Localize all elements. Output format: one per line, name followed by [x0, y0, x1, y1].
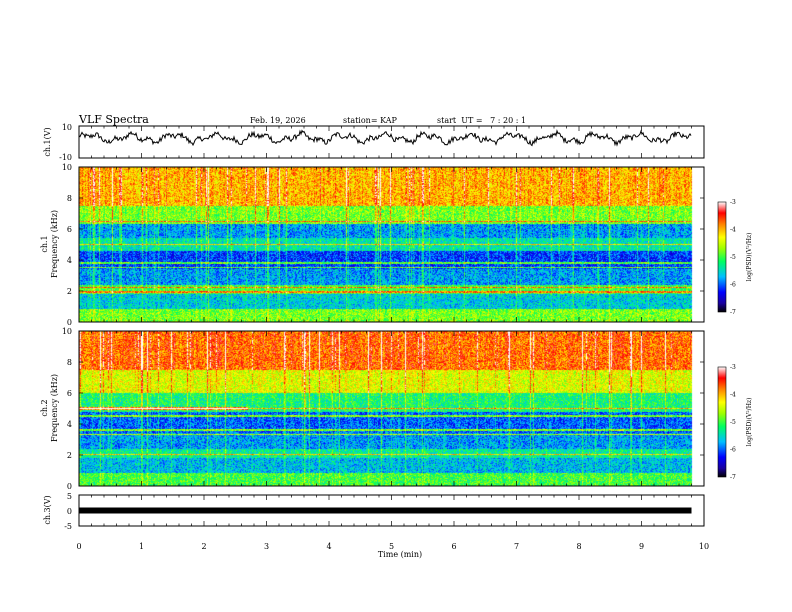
x-tick-label: 7 [514, 542, 519, 551]
x-tick-label: 3 [264, 542, 269, 551]
ch3-ytick-mid: 0 [67, 507, 72, 516]
x-tick-label: 5 [389, 542, 394, 551]
ch2-colorbar-label: log(PSD)(V²/Hz) [746, 398, 753, 447]
ch1-spectrogram-image [79, 167, 704, 322]
ch2-spectrogram-image [79, 331, 704, 486]
ch1-ytick-top: 10 [62, 123, 72, 132]
freq-tick-label: 6 [67, 389, 72, 398]
start-time-label: start UT = 7 : 20 : 1 [437, 116, 526, 125]
colorbar-tick-label: -5 [730, 419, 736, 426]
colorbar-tick-label: -7 [730, 474, 736, 481]
x-tick-label: 9 [639, 542, 644, 551]
x-tick-label: 1 [139, 542, 144, 551]
colorbar-tick-label: -3 [730, 364, 736, 371]
colorbar-tick-label: -7 [730, 309, 736, 316]
freq-tick-label: 8 [67, 358, 72, 367]
x-tick-label: 10 [699, 542, 709, 551]
ch3-panel: 5 0 -5 ch.3(V) [43, 492, 705, 531]
ch1-ylabel: ch.1(V) [43, 127, 52, 156]
freq-tick-label: 10 [62, 163, 72, 172]
ch2-colorbar-ticks: -3 -4 -5 -6 -7 [730, 364, 736, 481]
ch1-channel-label: ch.1 [40, 235, 49, 252]
freq-tick-label: 0 [67, 482, 72, 491]
x-tick-label: 4 [326, 542, 331, 551]
freq-tick-label: 10 [62, 327, 72, 336]
ch1-colorbar-label: log(PSD)(V²/Hz) [746, 233, 753, 282]
ch2-freq-ylabel: Frequency (kHz) [50, 374, 59, 442]
ch3-ytick-bottom: -5 [64, 522, 72, 531]
ch1-colorbar-ticks: -3 -4 -5 -6 -7 [730, 199, 736, 316]
ch3-ylabel: ch.3(V) [43, 495, 52, 524]
ch2-colorbar [718, 367, 726, 477]
ch3-ytick-top: 5 [67, 492, 72, 501]
ch1-freq-ylabel: Frequency (kHz) [50, 210, 59, 278]
x-tick-label: 2 [201, 542, 206, 551]
ch3-trace [79, 507, 692, 514]
freq-tick-label: 8 [67, 194, 72, 203]
freq-tick-label: 2 [67, 287, 72, 296]
ch1-yticks: 0 2 4 6 8 10 [62, 163, 704, 327]
ch1-ytick-bottom: -10 [59, 153, 72, 162]
freq-tick-label: 4 [67, 256, 72, 265]
x-tick-label: 8 [576, 542, 581, 551]
colorbar-tick-label: -4 [730, 392, 736, 399]
freq-tick-label: 4 [67, 420, 72, 429]
ch1-colorbar [718, 202, 726, 312]
ch1-panel: 10 -10 ch.1(V) [43, 123, 705, 162]
colorbar-tick-label: -5 [730, 254, 736, 261]
freq-tick-label: 0 [67, 318, 72, 327]
station-label: station= KAP [343, 116, 398, 125]
colorbar-tick-label: -6 [730, 282, 736, 289]
ch2-yticks: 0 2 4 6 8 10 [62, 327, 704, 491]
x-tick-label: 0 [76, 542, 81, 551]
freq-tick-label: 6 [67, 225, 72, 234]
colorbar-tick-label: -6 [730, 447, 736, 454]
ch1-colorbar-frame [717, 201, 727, 313]
ch2-colorbar-frame [717, 366, 727, 478]
freq-tick-label: 2 [67, 451, 72, 460]
x-tick-labels: 0 1 2 3 4 5 6 7 8 9 10 [76, 542, 709, 551]
x-tick-marks [78, 126, 705, 526]
ch1-trace [78, 129, 692, 147]
colorbar-tick-label: -3 [730, 199, 736, 206]
colorbar-tick-label: -4 [730, 227, 736, 234]
x-tick-label: 6 [451, 542, 456, 551]
ch2-channel-label: ch.2 [40, 399, 49, 416]
x-axis-label: Time (min) [378, 550, 422, 559]
date-label: Feb. 19, 2026 [250, 116, 306, 125]
figure-title: VLF Spectra [78, 113, 149, 126]
